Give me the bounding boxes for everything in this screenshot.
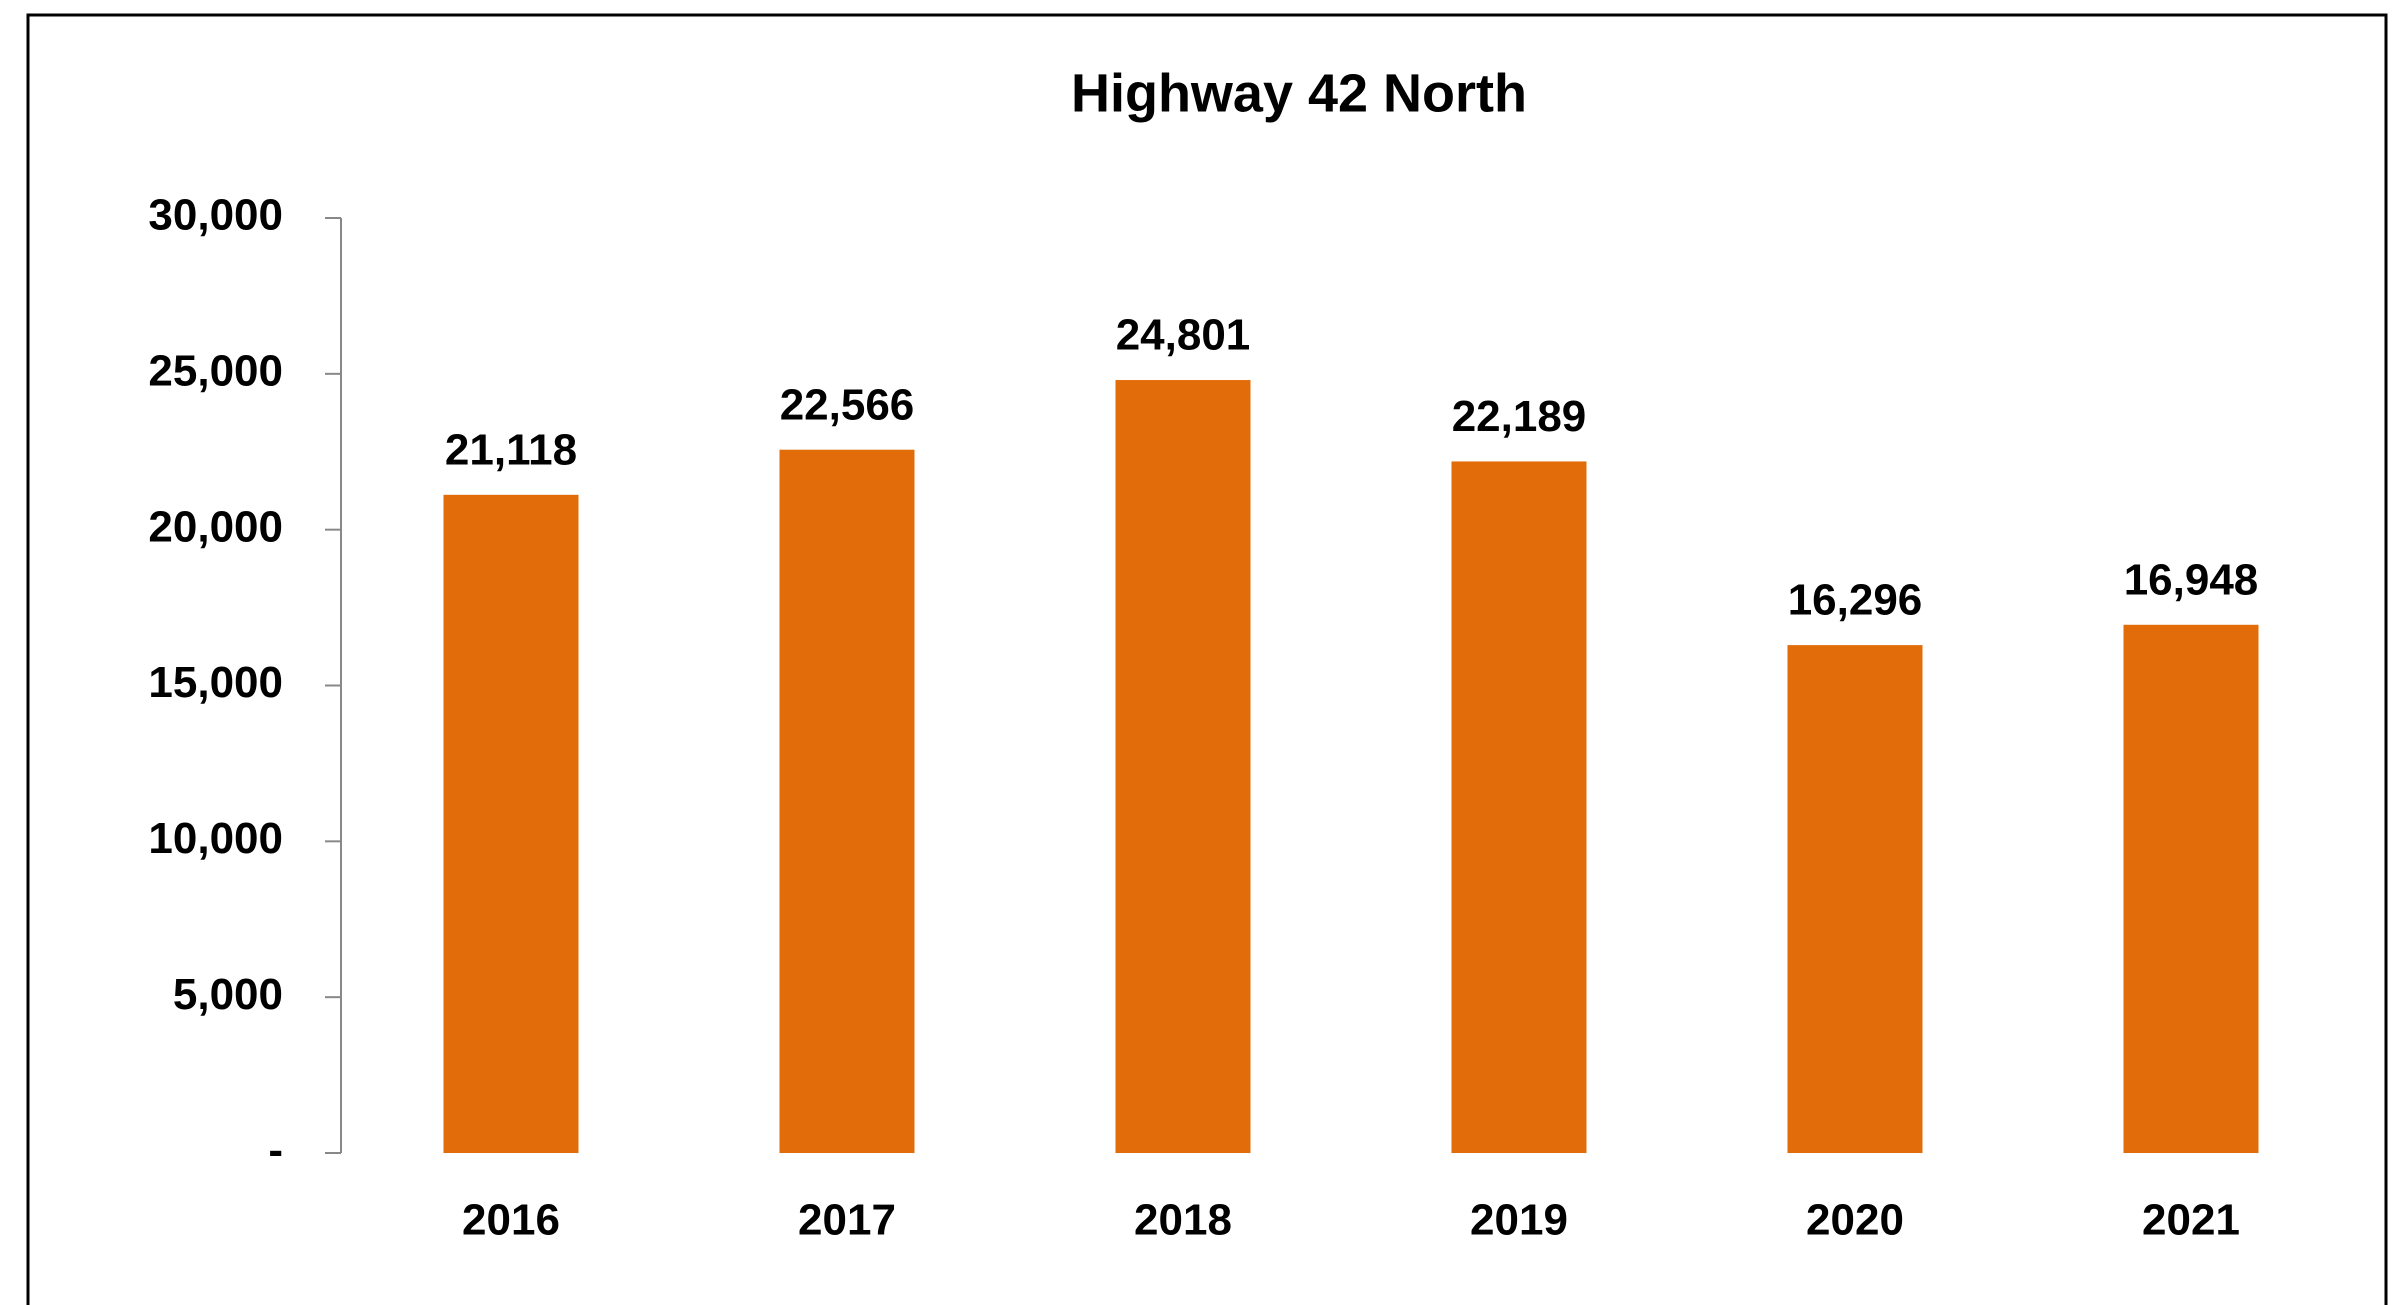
x-tick-label: 2018 <box>1134 1196 1232 1245</box>
data-label: 16,948 <box>2124 555 2259 604</box>
y-tick-label: 25,000 <box>148 346 283 395</box>
y-tick-label: - <box>268 1126 283 1175</box>
bar <box>1115 380 1251 1153</box>
chart-border <box>26 13 2388 1305</box>
bar <box>2123 624 2259 1153</box>
x-tick-label: 2021 <box>2142 1196 2240 1245</box>
y-tick-label: 20,000 <box>148 502 283 551</box>
y-tick-label: 15,000 <box>148 658 283 707</box>
x-tick-label: 2019 <box>1470 1196 1568 1245</box>
chart-title: Highway 42 North <box>1071 63 1527 123</box>
bar <box>1787 645 1923 1153</box>
data-label: 16,296 <box>1788 576 1923 625</box>
y-tick-label: 30,000 <box>148 191 283 240</box>
y-tick-label: 5,000 <box>173 970 283 1019</box>
data-label: 22,189 <box>1452 392 1587 441</box>
x-tick-label: 2017 <box>798 1196 896 1245</box>
x-tick-label: 2020 <box>1806 1196 1904 1245</box>
x-tick-label: 2016 <box>462 1196 560 1245</box>
data-label: 21,118 <box>445 425 577 474</box>
bar <box>443 494 579 1153</box>
bar <box>779 449 915 1153</box>
y-tick-label: 10,000 <box>148 814 283 863</box>
data-label: 24,801 <box>1116 311 1251 360</box>
data-label: 22,566 <box>780 380 915 429</box>
bar <box>1451 461 1587 1153</box>
